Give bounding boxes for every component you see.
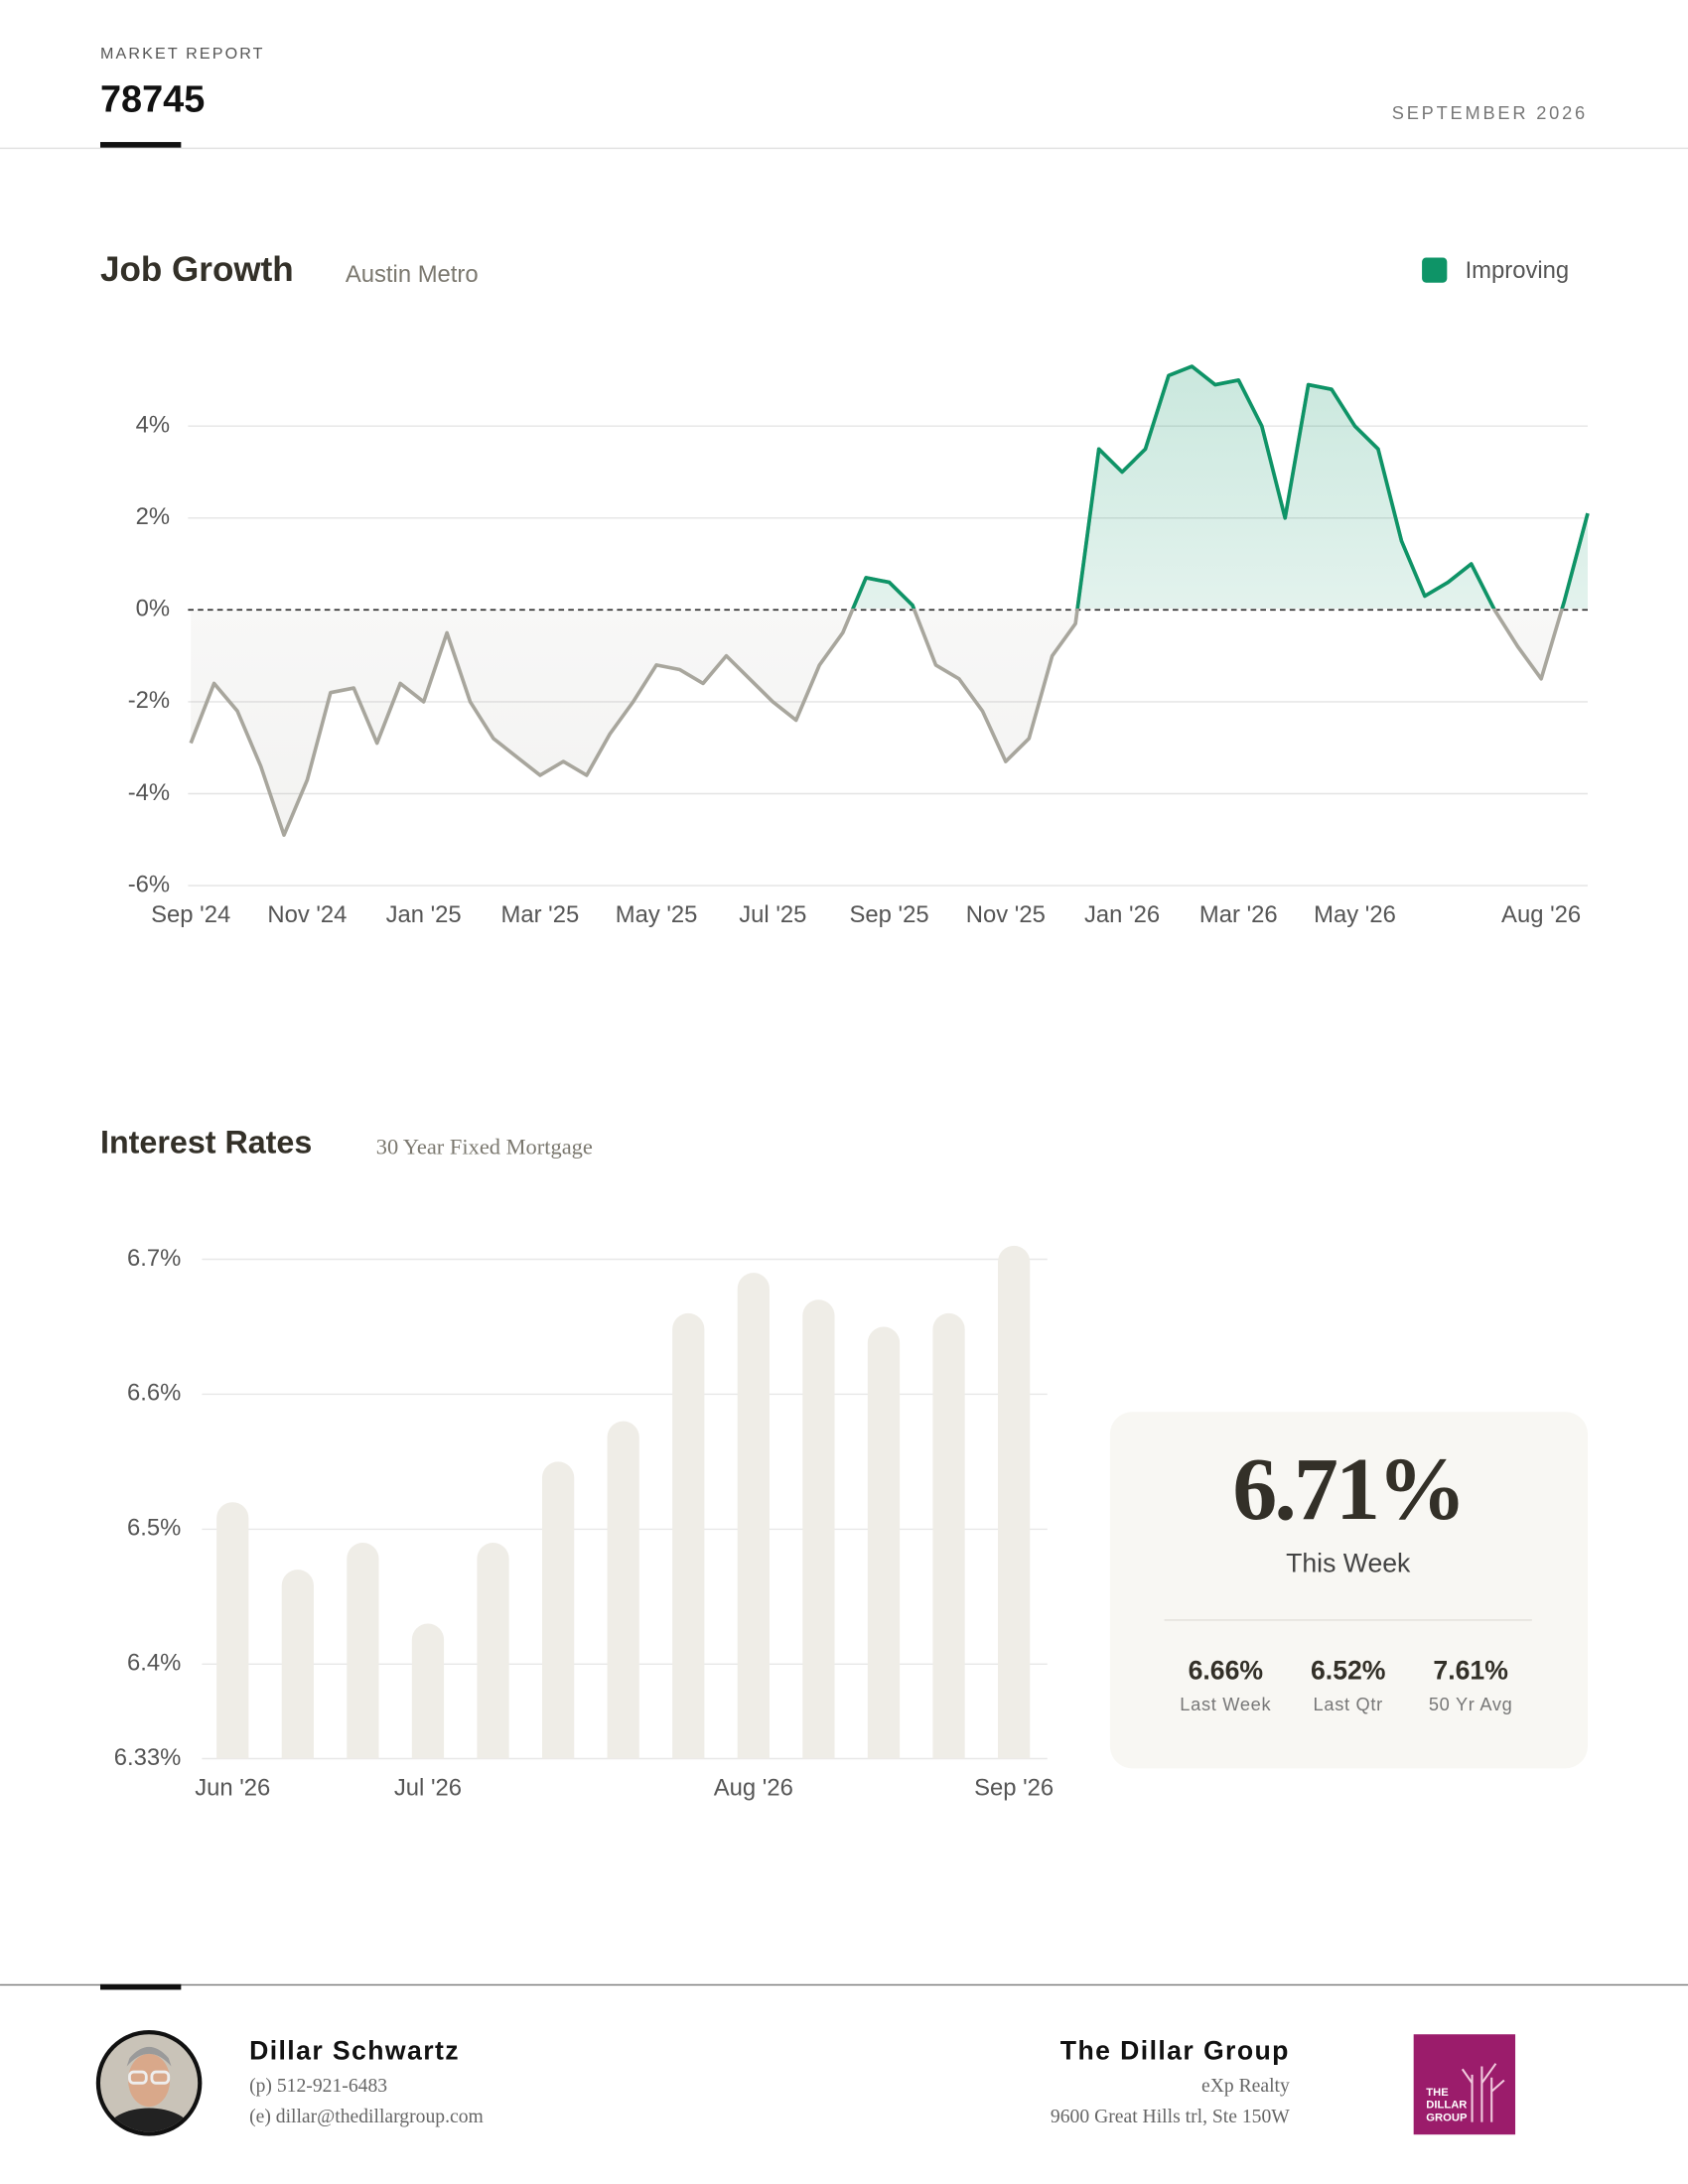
bar	[802, 1299, 835, 1759]
x-tick-label: Aug '26	[714, 1775, 793, 1802]
agent-phone: (p) 512-921-6483	[249, 2076, 387, 2097]
zip-title: 78745	[100, 78, 205, 120]
y-tick-label: 6.4%	[127, 1650, 181, 1677]
logo-text: THE	[1426, 2087, 1449, 2099]
stat-value: 6.52%	[1311, 1656, 1386, 1686]
area-declining	[191, 608, 1588, 836]
bar	[477, 1542, 509, 1759]
x-tick-label: Sep '25	[850, 901, 929, 928]
bar	[541, 1461, 575, 1759]
headline-rate: 6.71%	[1232, 1440, 1464, 1539]
y-tick-label: 6.6%	[127, 1380, 181, 1407]
x-tick-label: Jun '26	[195, 1775, 270, 1802]
x-tick-label: May '25	[616, 901, 698, 928]
y-tick-label: -2%	[128, 687, 170, 714]
agent-name: Dillar Schwartz	[249, 2035, 460, 2065]
footer-accent	[100, 1983, 182, 1990]
chart-title: Interest Rates	[100, 1124, 312, 1160]
bar	[411, 1623, 445, 1759]
bar	[347, 1542, 379, 1759]
bar	[216, 1502, 249, 1759]
bar	[867, 1326, 901, 1759]
bar	[672, 1312, 705, 1759]
logo-text: GROUP	[1426, 2112, 1468, 2123]
y-tick-label: -6%	[128, 871, 170, 897]
y-tick-label: 4%	[136, 411, 170, 438]
x-tick-label: Nov '25	[966, 901, 1046, 928]
x-tick-label: Mar '25	[501, 901, 580, 928]
chart-title: Job Growth	[100, 250, 294, 289]
company-name: The Dillar Group	[1060, 2035, 1290, 2065]
report-date: SEPTEMBER 2026	[1392, 102, 1588, 123]
bar	[281, 1570, 314, 1759]
legend-swatch	[1422, 257, 1448, 283]
line-improving	[851, 364, 1590, 609]
x-tick-label: Jan '25	[386, 901, 462, 928]
x-tick-label: Jan '26	[1084, 901, 1160, 928]
x-tick-label: Sep '26	[974, 1775, 1054, 1802]
logo-text: DILLAR	[1426, 2100, 1467, 2112]
bar	[997, 1245, 1031, 1759]
header-accent	[100, 142, 182, 148]
legend-label: Improving	[1466, 257, 1570, 284]
kicker: MARKET REPORT	[100, 45, 265, 63]
x-tick-label: Nov '24	[267, 901, 347, 928]
y-tick-label: 0%	[136, 596, 170, 622]
headline-label: This Week	[1286, 1549, 1411, 1578]
bar	[607, 1421, 639, 1759]
x-tick-label: Sep '24	[151, 901, 230, 928]
chart-subtitle: Austin Metro	[346, 261, 479, 288]
x-tick-label: May '26	[1314, 901, 1396, 928]
company-address: 9600 Great Hills trl, Ste 150W	[1051, 2107, 1290, 2127]
stat-label: 50 Yr Avg	[1429, 1694, 1513, 1714]
y-tick-label: -4%	[128, 779, 170, 806]
agent-photo-inner	[100, 2034, 199, 2132]
y-tick-label: 2%	[136, 503, 170, 530]
y-tick-label: 6.7%	[127, 1245, 181, 1272]
x-tick-label: Jul '25	[739, 901, 806, 928]
stat-value: 6.66%	[1189, 1656, 1264, 1686]
y-tick-label: 6.33%	[114, 1744, 182, 1771]
brokerage: eXp Realty	[1201, 2076, 1290, 2097]
stat-card	[1109, 1412, 1588, 1769]
bar	[932, 1312, 965, 1759]
stat-value: 7.61%	[1433, 1656, 1508, 1686]
stat-label: Last Week	[1180, 1694, 1271, 1714]
chart-subtitle: 30 Year Fixed Mortgage	[376, 1134, 593, 1159]
x-tick-label: Jul '26	[394, 1775, 462, 1802]
y-tick-label: 6.5%	[127, 1515, 181, 1542]
stat-label: Last Qtr	[1314, 1694, 1383, 1714]
bar	[737, 1273, 770, 1759]
area-improving	[853, 366, 1588, 609]
x-tick-label: Aug '26	[1501, 901, 1581, 928]
logo-mark	[1461, 2063, 1505, 2122]
x-tick-label: Mar '26	[1199, 901, 1278, 928]
agent-email: (e) dillar@thedillargroup.com	[249, 2107, 484, 2127]
